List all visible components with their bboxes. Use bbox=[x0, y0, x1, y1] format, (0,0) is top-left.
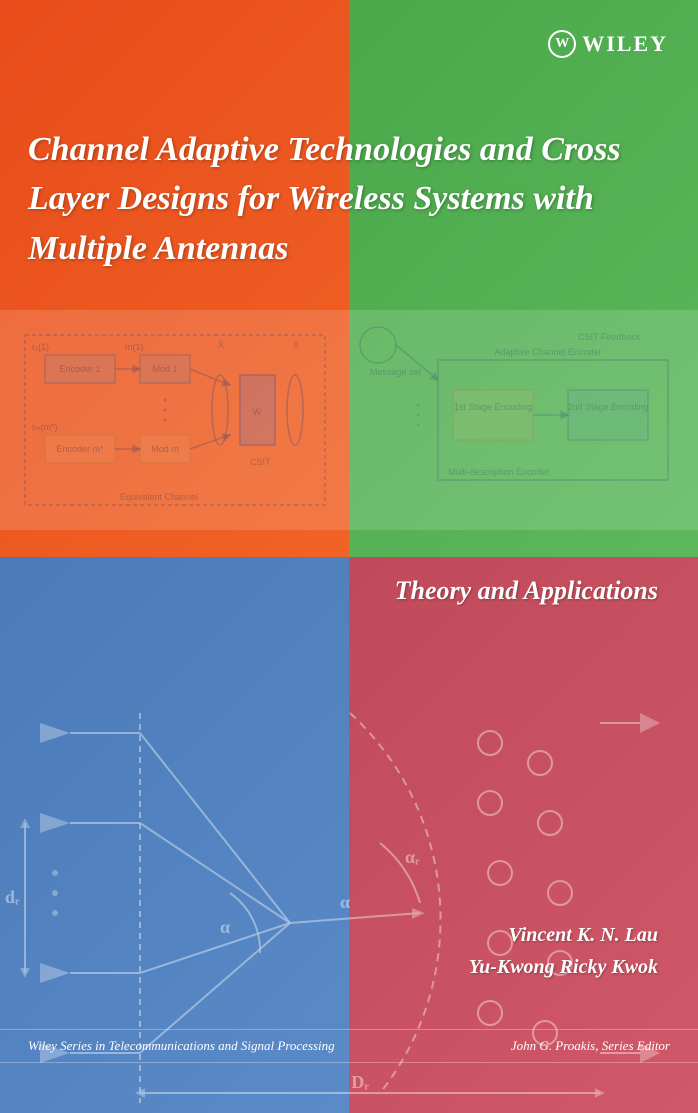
dr-label: dᵣ bbox=[5, 887, 20, 907]
publisher-name: WILEY bbox=[582, 31, 668, 57]
encoderm-label: Encoder m* bbox=[56, 444, 104, 454]
xhat-label: X̂ bbox=[218, 340, 224, 350]
publisher-logo: W WILEY bbox=[548, 30, 668, 58]
first-stage-label: 1st Stage Encoding bbox=[454, 402, 532, 412]
csit-feedback-label: CSIT Feedback bbox=[578, 332, 641, 342]
rm-label: rₘ(m*) bbox=[32, 422, 58, 432]
alpha-label: α bbox=[220, 917, 230, 937]
Dr-label: Dᵣ bbox=[351, 1072, 369, 1092]
alpha2-label: α bbox=[340, 892, 350, 912]
wiley-icon: W bbox=[548, 30, 576, 58]
book-cover: Encoder 1 Mod 1 Encoder m* Mod m W r₁(1)… bbox=[0, 0, 698, 1113]
csit-label: CSIT bbox=[250, 457, 271, 467]
second-stage-label: 2nd Stage Encoding bbox=[567, 402, 648, 412]
author-2: Yu-Kwong Ricky Kwok bbox=[469, 951, 658, 983]
authors-block: Vincent K. N. Lau Yu-Kwong Ricky Kwok bbox=[469, 919, 658, 983]
series-editor: John G. Proakis, Series Editor bbox=[511, 1038, 670, 1054]
equiv-label: Equivalent Channel bbox=[120, 492, 198, 502]
series-name: Wiley Series in Telecommunications and S… bbox=[28, 1038, 335, 1054]
encoder1-label: Encoder 1 bbox=[59, 364, 100, 374]
x-label: X bbox=[293, 340, 299, 350]
adaptive-encoder-diagram: Message set Adaptive Channel Encoder 1st… bbox=[348, 320, 688, 520]
message-label: Message set bbox=[370, 367, 422, 377]
r1-label: r₁(1) bbox=[32, 342, 49, 352]
wiley-icon-text: W bbox=[555, 36, 569, 52]
modm-label: Mod m bbox=[151, 444, 179, 454]
mod1-label: Mod 1 bbox=[152, 364, 177, 374]
alphar-label: αᵣ bbox=[405, 847, 420, 867]
author-1: Vincent K. N. Lau bbox=[469, 919, 658, 951]
book-title: Channel Adaptive Technologies and Cross … bbox=[28, 125, 668, 273]
multidesc-label: Multi-description Encoder bbox=[448, 467, 550, 477]
adaptive-label: Adaptive Channel Encoder bbox=[494, 347, 601, 357]
series-footer: Wiley Series in Telecommunications and S… bbox=[0, 1029, 698, 1063]
m1-label: m(1) bbox=[125, 342, 144, 352]
book-subtitle: Theory and Applications bbox=[395, 576, 658, 606]
encoder-block-diagram: Encoder 1 Mod 1 Encoder m* Mod m W r₁(1)… bbox=[20, 330, 330, 510]
w-block-label: W bbox=[253, 407, 262, 417]
